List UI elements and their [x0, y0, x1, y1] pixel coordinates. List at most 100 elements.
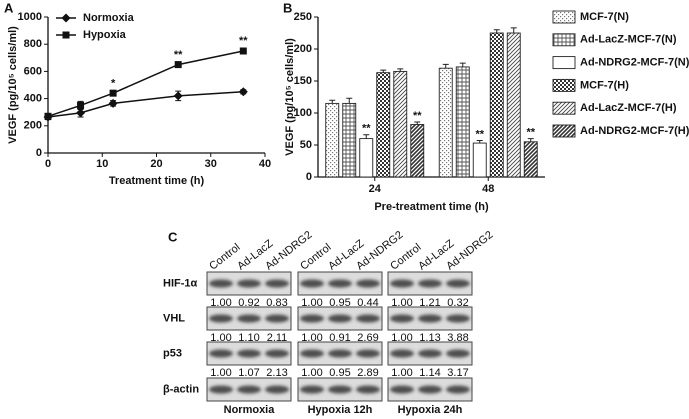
significance: **: [174, 49, 183, 61]
ratio-label: 1.21: [419, 297, 440, 309]
band: [237, 349, 261, 358]
y-tick-label: 400: [24, 93, 42, 105]
significance: **: [526, 127, 535, 139]
band: [328, 314, 352, 323]
band: [446, 385, 470, 394]
group-label: Normoxia: [224, 404, 276, 416]
legend-swatch: [552, 56, 576, 70]
error-bar: [329, 99, 336, 104]
legend-label: Hypoxia: [83, 29, 127, 41]
error-bar: [414, 121, 421, 125]
y-tick-label: 250: [294, 11, 312, 23]
ratio-label: 3.88: [447, 332, 468, 344]
band: [390, 349, 414, 358]
significance: **: [362, 123, 371, 135]
band: [300, 349, 324, 358]
panel-label: C: [168, 229, 178, 244]
ratio-label: 0.32: [447, 297, 468, 309]
band: [300, 314, 324, 323]
panel-label: B: [283, 0, 292, 15]
bar: [472, 142, 487, 178]
marker: [62, 31, 70, 39]
bar: [393, 70, 408, 178]
ratio-label: 1.00: [210, 367, 231, 379]
ratio-label: 2.89: [357, 367, 378, 379]
band: [356, 279, 380, 288]
ratio-label: 3.17: [447, 367, 468, 379]
y-tick-label: 800: [24, 38, 42, 50]
legend-swatch: [552, 78, 576, 92]
legend-label: Ad-LacZ-MCF-7(H): [580, 102, 677, 114]
y-tick-label: 200: [24, 120, 42, 132]
band: [265, 385, 289, 394]
error-bar: [493, 29, 500, 33]
marker: [61, 13, 71, 23]
band: [209, 279, 233, 288]
significance: **: [413, 110, 422, 122]
protein-label: β-actin: [163, 383, 199, 395]
legend-swatch: [552, 101, 576, 115]
ratio-label: 0.91: [329, 332, 350, 344]
band: [390, 385, 414, 394]
ratio-label: 1.00: [210, 332, 231, 344]
bar: [506, 32, 521, 178]
ratio-label: 1.00: [301, 367, 322, 379]
x-axis-label: Pre-treatment time (h): [374, 201, 489, 213]
error-bar: [363, 134, 370, 139]
lane-label: Control: [207, 241, 242, 272]
x-tick-label: 30: [205, 158, 217, 170]
legend-label: Normoxia: [83, 12, 135, 24]
ratio-label: 1.10: [238, 332, 259, 344]
error-bar: [510, 27, 517, 33]
ratio-label: 1.00: [391, 367, 412, 379]
band: [328, 385, 352, 394]
band: [209, 349, 233, 358]
y-tick-label: 150: [294, 75, 312, 87]
y-axis-label: VEGF (pg/10⁵ cells/ml): [284, 38, 296, 156]
bar: [523, 141, 538, 178]
ratio-label: 1.00: [210, 297, 231, 309]
marker: [44, 112, 52, 120]
band: [265, 314, 289, 323]
legend-label: Ad-NDRG2-MCF-7(N): [580, 57, 689, 69]
bar: [325, 102, 340, 178]
ratio-label: 1.00: [301, 332, 322, 344]
band: [446, 279, 470, 288]
ratio-label: 1.13: [419, 332, 440, 344]
band: [209, 314, 233, 323]
group-label: Hypoxia 24h: [398, 404, 463, 416]
marker: [108, 98, 118, 108]
error-bar: [527, 138, 534, 142]
marker: [239, 47, 247, 55]
y-tick-label: 1000: [18, 11, 42, 23]
ratio-label: 2.69: [357, 332, 378, 344]
y-tick-label: 0: [36, 147, 42, 159]
error-bar: [442, 63, 449, 69]
group-label: Hypoxia 12h: [308, 404, 373, 416]
band: [390, 314, 414, 323]
band: [237, 314, 261, 323]
legend-swatch: [552, 33, 576, 47]
marker: [76, 108, 86, 118]
band: [265, 349, 289, 358]
bar: [410, 124, 425, 178]
lane-label: Ad-NDRG2: [444, 229, 495, 273]
x-tick-label: 20: [150, 158, 162, 170]
ratio-label: 1.07: [238, 367, 259, 379]
y-tick-label: 100: [294, 107, 312, 119]
ratio-label: 1.00: [391, 332, 412, 344]
legend-label: Ad-NDRG2-MCF-7(H): [580, 125, 689, 137]
protein-label: p53: [163, 347, 182, 359]
marker: [174, 61, 182, 69]
x-axis-label: Treatment time (h): [109, 175, 205, 187]
y-tick-label: 0: [306, 171, 312, 183]
bar: [438, 67, 453, 178]
band: [300, 279, 324, 288]
bar: [489, 32, 504, 178]
band: [328, 349, 352, 358]
y-tick-label: 600: [24, 65, 42, 77]
ratio-label: 0.92: [238, 297, 259, 309]
legend-label: Ad-LacZ-MCF-7(N): [580, 34, 677, 46]
x-tick-label: 0: [45, 158, 51, 170]
band: [265, 279, 289, 288]
